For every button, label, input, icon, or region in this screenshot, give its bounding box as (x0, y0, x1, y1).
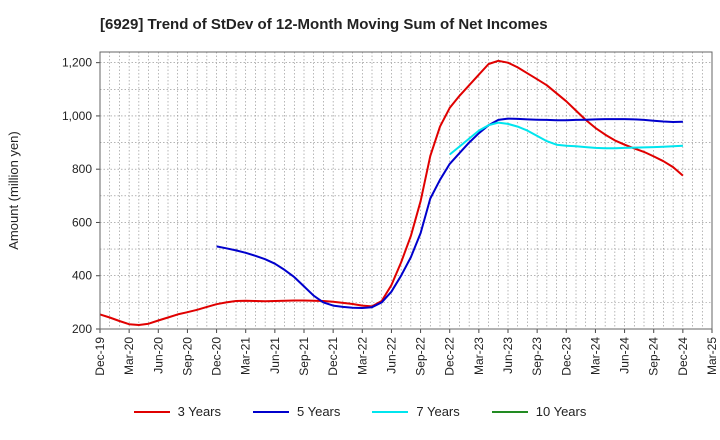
x-tick-label: Dec-19 (93, 337, 107, 376)
x-tick-label: Jun-21 (268, 337, 282, 374)
legend-swatch (372, 410, 409, 413)
legend-swatch (253, 410, 289, 413)
series-line-5-years (216, 117, 683, 309)
chart-title: [6929] Trend of StDev of 12-Month Moving… (100, 16, 548, 33)
x-tick-label: Mar-22 (355, 337, 369, 375)
x-tick-label: Dec-20 (210, 337, 224, 376)
x-tick-label: Mar-20 (122, 337, 136, 375)
legend-item: 10 Years (491, 404, 587, 419)
x-tick-label: Sep-20 (180, 337, 194, 376)
x-tick-label: Dec-23 (559, 337, 573, 376)
x-tick-label: Jun-22 (384, 337, 398, 374)
x-tick-label: Mar-24 (588, 337, 602, 375)
y-axis-label: Amount (million yen) (6, 131, 21, 250)
y-tick-label: 1,200 (62, 56, 92, 70)
x-tick-label: Sep-24 (647, 337, 661, 376)
y-tick-label: 800 (72, 162, 92, 176)
legend-swatch (133, 410, 170, 413)
x-tick-label: Mar-23 (472, 337, 486, 375)
legend: 3 Years 5 Years 7 Years 10 Years (0, 404, 720, 419)
x-tick-label: Sep-23 (530, 337, 544, 376)
x-tick-label: Jun-23 (501, 337, 515, 374)
y-tick-label: 200 (72, 322, 92, 336)
y-tick-label: 400 (72, 269, 92, 283)
x-tick-label: Jun-24 (618, 337, 632, 374)
legend-label: 3 Years (177, 404, 221, 419)
legend-swatch (491, 410, 528, 413)
x-tick-label: Mar-25 (705, 337, 719, 375)
x-tick-label: Mar-21 (239, 337, 253, 375)
legend-item: 3 Years (133, 404, 221, 419)
legend-item: 7 Years (372, 404, 460, 419)
legend-label: 10 Years (535, 404, 587, 419)
x-tick-label: Dec-24 (676, 337, 690, 376)
x-tick-label: Jun-20 (151, 337, 165, 374)
x-tick-label: Sep-21 (297, 337, 311, 376)
x-tick-label: Dec-22 (443, 337, 457, 376)
plot-frame (99, 51, 713, 330)
y-tick-label: 1,000 (62, 109, 92, 123)
y-tick-label: 600 (72, 215, 92, 229)
x-tick-label: Dec-21 (326, 337, 340, 376)
legend-item: 5 Years (253, 404, 340, 419)
x-tick-label: Sep-22 (414, 337, 428, 376)
legend-label: 5 Years (297, 404, 341, 419)
plot-area (100, 52, 712, 329)
series-line-7-years (449, 121, 683, 156)
legend-label: 7 Years (416, 404, 460, 419)
